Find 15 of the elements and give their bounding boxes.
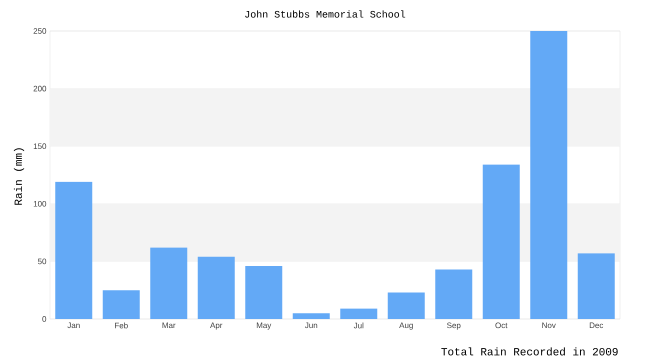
chart-title: John Stubbs Memorial School bbox=[245, 10, 406, 18]
bar bbox=[198, 256, 235, 319]
bar bbox=[245, 266, 282, 319]
bar bbox=[482, 164, 520, 319]
bar bbox=[55, 182, 92, 319]
bar bbox=[530, 31, 568, 319]
x-axis-title: Total Rain Recorded in 2009 bbox=[441, 347, 618, 356]
bar bbox=[388, 292, 425, 319]
bar bbox=[340, 308, 378, 319]
bar bbox=[292, 313, 330, 319]
y-axis-title: Rain (mm) bbox=[14, 148, 24, 205]
bar bbox=[578, 253, 615, 319]
bar bbox=[150, 248, 188, 319]
bar bbox=[435, 269, 472, 319]
bar bbox=[102, 290, 140, 319]
